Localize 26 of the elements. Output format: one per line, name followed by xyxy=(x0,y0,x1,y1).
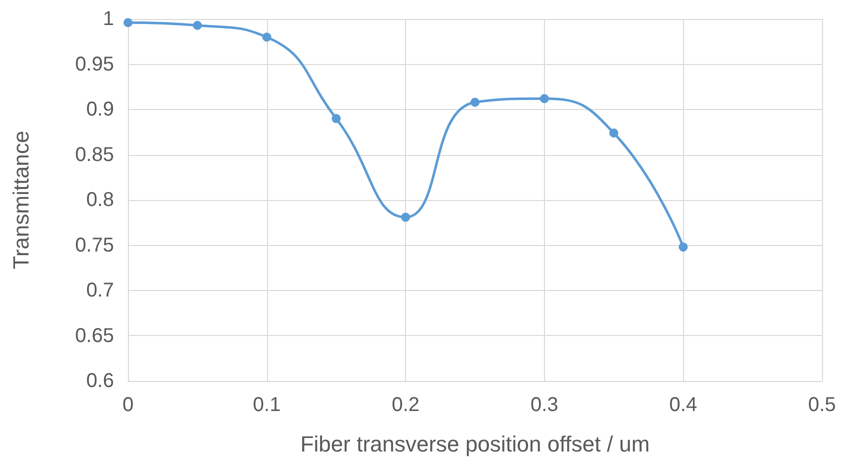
point xyxy=(332,114,341,124)
y-tick-label: 1 xyxy=(102,8,114,30)
point xyxy=(609,128,618,138)
y-tick-label: 0.65 xyxy=(75,324,114,347)
x-tick-label: 0.3 xyxy=(530,394,558,416)
y-tick-label: 0.6 xyxy=(86,370,114,392)
y-tick-label: 0.9 xyxy=(86,98,114,120)
x-tick-label: 0.1 xyxy=(252,394,281,416)
x-tick-label: 0 xyxy=(122,394,134,416)
point xyxy=(124,18,132,28)
point xyxy=(678,242,688,252)
x-tick-label: 0.4 xyxy=(669,394,698,416)
y-tick-label: 0.85 xyxy=(75,144,114,166)
point xyxy=(192,20,202,30)
y-tick-label: 0.75 xyxy=(75,234,114,256)
point xyxy=(470,98,480,107)
x-tick-label: 0.2 xyxy=(392,394,420,416)
x-axis-title: Fiber transverse position offset / um xyxy=(300,432,650,456)
y-axis-title: Transmittance xyxy=(8,130,34,270)
point xyxy=(540,94,549,104)
point xyxy=(401,212,410,222)
x-tick-label: 0.5 xyxy=(808,394,836,416)
y-tick-label: 0.95 xyxy=(75,53,114,76)
point xyxy=(262,32,272,42)
y-tick-label: 0.7 xyxy=(86,280,114,302)
y-tick-label: 0.8 xyxy=(86,189,114,211)
